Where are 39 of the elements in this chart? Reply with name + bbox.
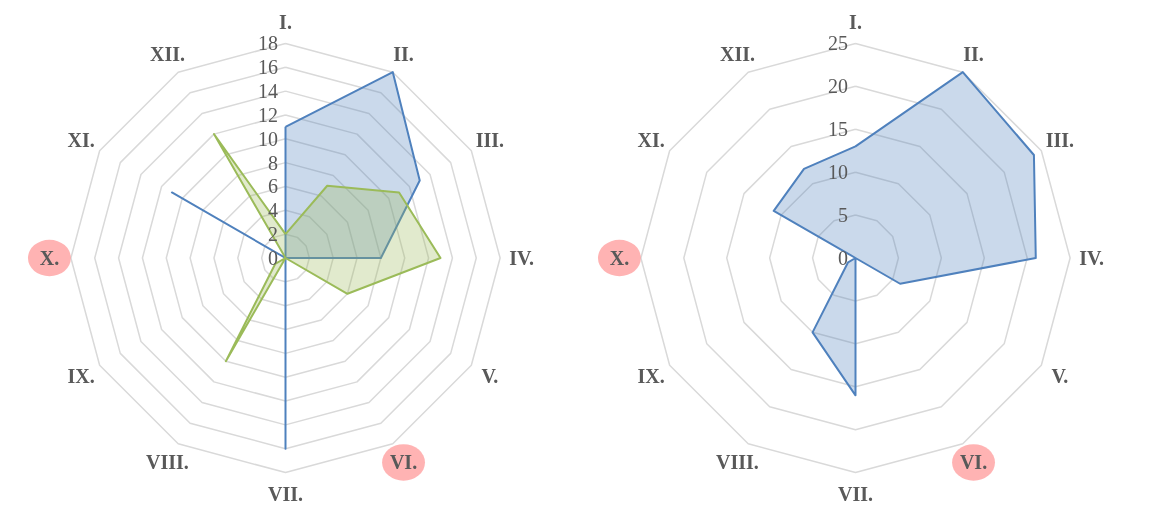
y-tick-label: 10 — [257, 127, 278, 150]
y-tick-label: 8 — [267, 151, 278, 174]
spoke-label: V. — [481, 365, 499, 388]
spoke-label: VII. — [268, 483, 304, 506]
spoke-label: VI. — [959, 451, 988, 474]
spoke-label: IX. — [67, 365, 95, 388]
spoke-label: IX. — [637, 365, 665, 388]
y-tick-label: 5 — [837, 204, 848, 227]
spoke-label: X. — [609, 247, 630, 269]
y-tick-label: 4 — [267, 199, 278, 222]
spoke-label: XII. — [149, 42, 185, 65]
y-tick-label: 0 — [837, 247, 848, 269]
y-tick-label: 20 — [827, 75, 848, 98]
y-tick-label: 16 — [257, 56, 278, 79]
spoke-label: XI. — [67, 128, 95, 151]
spoke-label: I. — [849, 10, 862, 33]
spoke-label: VIII. — [146, 451, 189, 474]
spoke-label: XII. — [719, 42, 755, 65]
y-tick-label: 12 — [257, 103, 278, 126]
spoke-label: XI. — [637, 128, 665, 151]
y-tick-label: 0 — [267, 247, 278, 269]
spoke-label: V. — [1051, 365, 1069, 388]
spoke-label: II. — [393, 42, 414, 65]
y-tick-label: 25 — [827, 32, 848, 55]
spoke-label: II. — [963, 42, 984, 65]
y-tick-label: 18 — [257, 32, 278, 55]
y-tick-label: 15 — [827, 118, 848, 141]
spoke-label: I. — [279, 10, 292, 33]
spoke-label: III. — [475, 128, 505, 151]
spoke-label: IV. — [1079, 247, 1104, 269]
spoke-label: VI. — [389, 451, 418, 474]
spoke-label: IV. — [509, 247, 534, 269]
spoke-label: III. — [1045, 128, 1075, 151]
y-tick-label: 6 — [267, 175, 278, 198]
spoke-label: X. — [39, 247, 60, 269]
spoke-label: VIII. — [716, 451, 759, 474]
spoke-label: VII. — [838, 483, 874, 506]
y-tick-label: 10 — [827, 161, 848, 184]
y-tick-label: 14 — [257, 80, 278, 103]
